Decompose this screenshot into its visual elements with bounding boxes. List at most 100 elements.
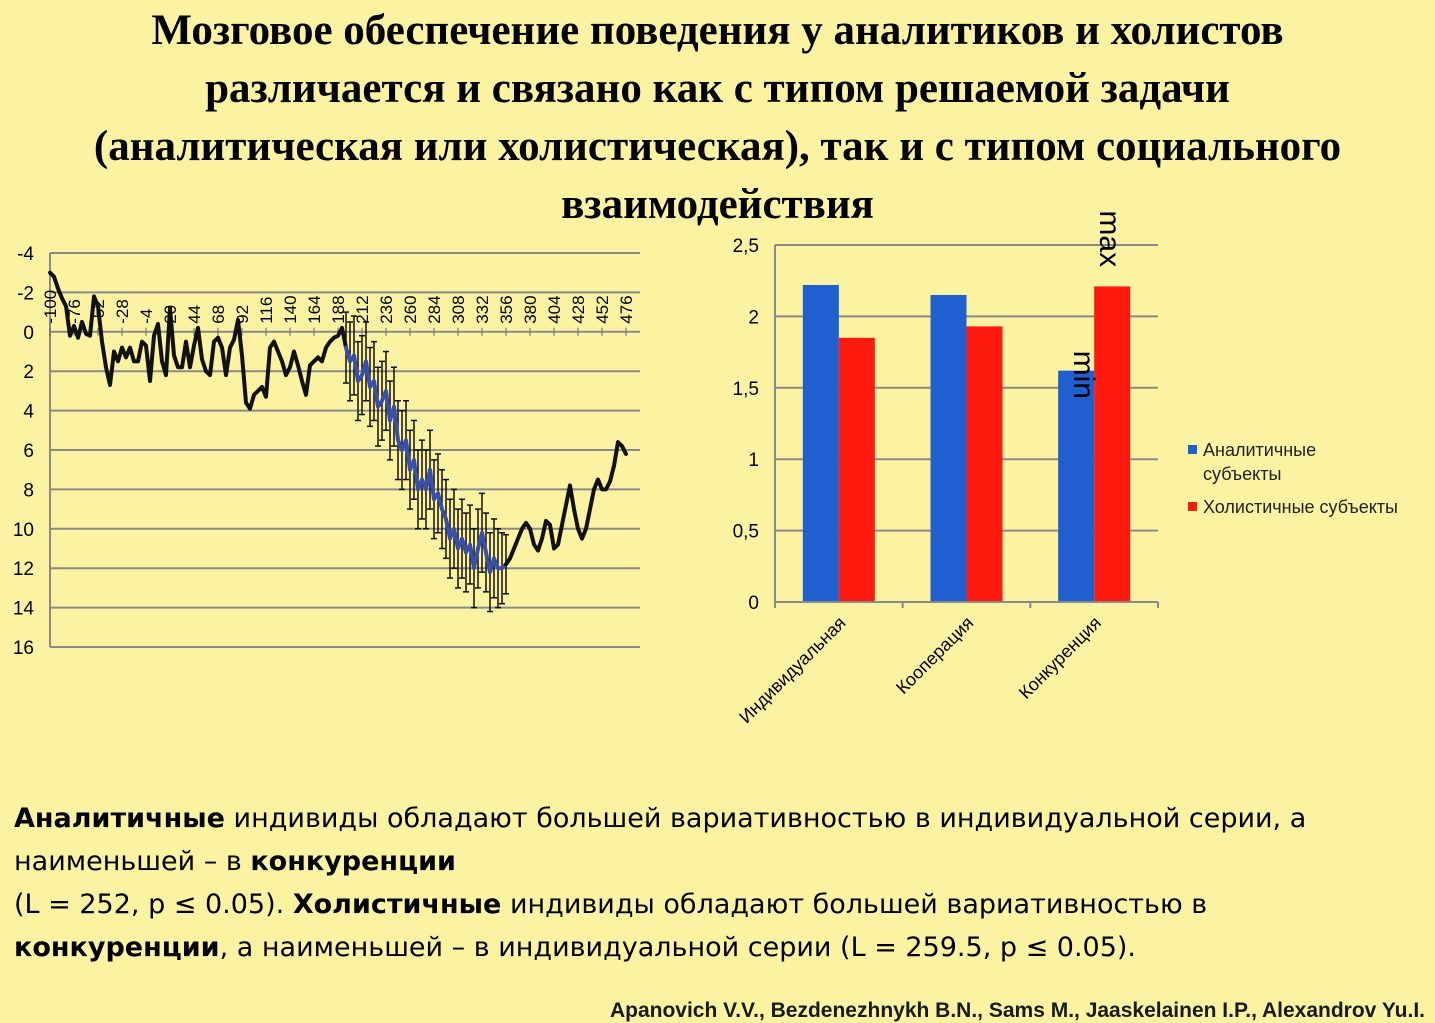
data-point (232, 338, 236, 342)
data-point (124, 355, 128, 359)
x-tick-label: 332 (473, 295, 492, 323)
y-tick-label: 4 (23, 402, 34, 423)
data-point (144, 344, 148, 348)
data-point (440, 507, 444, 511)
data-point (428, 468, 432, 472)
data-point (608, 480, 612, 484)
data-point (200, 357, 204, 361)
data-point (204, 369, 208, 373)
data-point (264, 395, 268, 399)
data-point (60, 296, 64, 300)
y-tick-label: -2 (17, 283, 34, 304)
y-tick-label: 2,5 (733, 236, 759, 257)
data-point (136, 359, 140, 363)
data-point (104, 365, 108, 369)
x-tick-label: 140 (281, 295, 300, 323)
x-tick-label: 188 (329, 295, 348, 323)
data-point (244, 401, 248, 405)
data-point (508, 556, 512, 560)
y-tick-label: -4 (17, 244, 34, 265)
data-point (380, 399, 384, 403)
y-tick-label: 0 (748, 593, 759, 614)
data-point (316, 355, 320, 359)
y-tick-label: 1 (748, 450, 759, 471)
data-point (364, 359, 368, 363)
data-point (332, 336, 336, 340)
text-regular: индивиды обладают большей вариативностью… (501, 889, 1208, 920)
data-point (404, 438, 408, 442)
data-point (576, 527, 580, 531)
text-bold: Холистичные (292, 889, 502, 920)
data-point (268, 346, 272, 350)
y-tick-label: 14 (13, 599, 35, 620)
x-tick-label: 116 (257, 297, 276, 324)
data-point (304, 393, 308, 397)
legend-label: Аналитичные (1203, 440, 1316, 460)
data-point (444, 517, 448, 521)
data-point (328, 340, 332, 344)
data-point (524, 521, 528, 525)
data-point (392, 405, 396, 409)
data-point (300, 379, 304, 383)
legend-label: Холистичные субъекты (1203, 497, 1398, 517)
y-tick-label: 10 (13, 520, 34, 541)
data-point (372, 379, 376, 383)
data-point (240, 353, 244, 357)
data-point (344, 346, 348, 350)
data-point (320, 359, 324, 363)
data-point (140, 340, 144, 344)
data-point (452, 527, 456, 531)
data-point (72, 324, 76, 328)
data-point (188, 365, 192, 369)
data-point (192, 344, 196, 348)
data-point (488, 570, 492, 574)
data-point (84, 332, 88, 336)
y-tick-label: 12 (13, 559, 34, 580)
bar (802, 284, 839, 602)
bar (1094, 286, 1131, 602)
data-point (76, 336, 80, 340)
text-bold: конкуренции (14, 932, 220, 963)
data-point (256, 389, 260, 393)
data-line (504, 440, 628, 567)
data-point (528, 527, 532, 531)
data-point (112, 350, 116, 353)
data-point (580, 537, 584, 541)
data-point (460, 537, 464, 541)
data-point (292, 350, 296, 353)
data-point (600, 487, 604, 491)
data-point (468, 543, 472, 547)
data-point (572, 507, 576, 511)
slide-title: Мозговое обеспечение поведения у аналити… (0, 2, 1435, 234)
data-point (308, 363, 312, 367)
data-point (352, 353, 356, 357)
data-point (384, 389, 388, 393)
data-point (284, 373, 288, 377)
x-tick-label: 428 (569, 295, 588, 323)
data-point (48, 271, 52, 275)
data-point (620, 444, 624, 448)
data-point (496, 566, 500, 570)
data-point (220, 346, 224, 350)
data-point (624, 452, 628, 456)
x-tick-label: -100 (41, 290, 60, 324)
data-point (120, 346, 124, 350)
text-regular: наименьшей – в (14, 846, 251, 877)
y-tick-label: 1,5 (733, 379, 759, 400)
text-regular: (L = 252, p ≤ 0.05). (14, 889, 293, 920)
data-point (604, 487, 608, 491)
data-point (492, 556, 496, 560)
text-bold: Аналитичные (14, 803, 225, 834)
x-tick-label: 476 (617, 295, 636, 323)
data-point (164, 373, 168, 377)
data-point (376, 405, 380, 409)
data-point (52, 275, 56, 279)
data-point (212, 340, 216, 344)
data-point (568, 483, 572, 487)
data-point (436, 491, 440, 495)
data-point (176, 365, 180, 369)
x-tick-label: 404 (545, 295, 564, 323)
category-label: Кооперация (892, 613, 977, 698)
bar (1058, 370, 1095, 602)
